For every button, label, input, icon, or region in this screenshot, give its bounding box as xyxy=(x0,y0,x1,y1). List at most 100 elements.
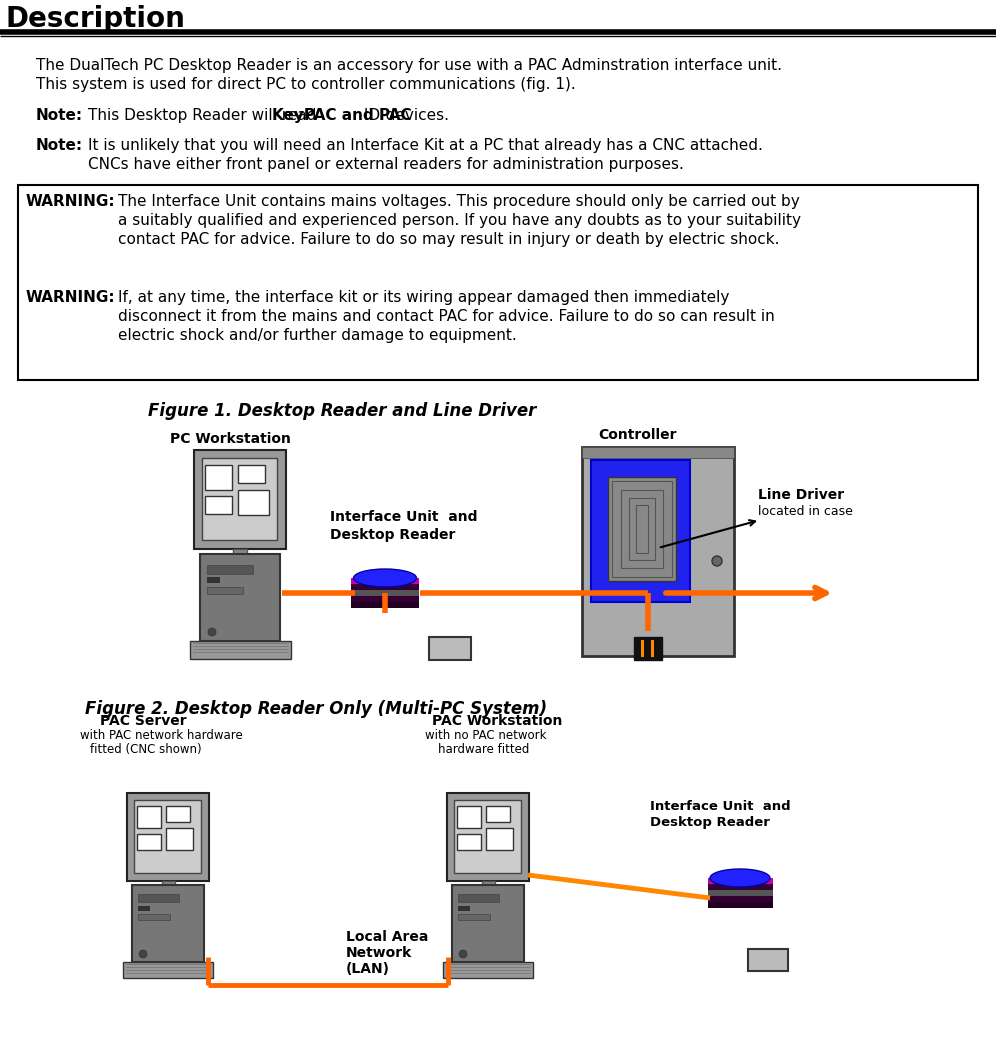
Circle shape xyxy=(208,628,216,636)
Bar xyxy=(708,890,773,896)
Bar xyxy=(138,906,149,910)
Bar xyxy=(132,885,204,962)
Bar xyxy=(205,465,232,490)
Text: fitted (CNC shown): fitted (CNC shown) xyxy=(90,743,201,756)
Bar xyxy=(238,490,269,515)
Text: Local Area: Local Area xyxy=(346,930,428,944)
Bar xyxy=(608,477,676,581)
Bar xyxy=(207,587,243,594)
Text: Description: Description xyxy=(5,5,185,34)
Bar xyxy=(200,554,280,641)
Text: Note:: Note: xyxy=(36,108,83,122)
Text: PC Workstation: PC Workstation xyxy=(170,432,291,446)
Text: PAC Workstation: PAC Workstation xyxy=(432,714,563,728)
Bar xyxy=(447,793,529,881)
Text: KeyPAC and PAC: KeyPAC and PAC xyxy=(273,108,412,122)
Bar xyxy=(708,884,773,890)
Bar xyxy=(166,806,190,822)
Bar xyxy=(138,894,179,903)
Circle shape xyxy=(139,950,147,958)
Bar xyxy=(591,460,690,602)
Bar xyxy=(482,881,495,885)
Bar xyxy=(457,834,481,850)
Bar xyxy=(708,903,773,908)
Bar xyxy=(238,465,265,483)
Ellipse shape xyxy=(710,869,770,887)
Text: WARNING:: WARNING: xyxy=(26,290,116,305)
Bar xyxy=(446,642,454,653)
Text: Controller: Controller xyxy=(598,428,676,442)
Bar xyxy=(764,954,772,965)
Bar xyxy=(748,949,788,971)
Bar xyxy=(207,565,253,574)
Text: disconnect it from the mains and contact PAC for advice. Failure to do so can re: disconnect it from the mains and contact… xyxy=(118,309,775,324)
Bar xyxy=(207,577,219,582)
Text: Figure 2. Desktop Reader Only (Multi-PC System): Figure 2. Desktop Reader Only (Multi-PC … xyxy=(85,700,547,718)
Text: This system is used for direct PC to controller communications (fig. 1).: This system is used for direct PC to con… xyxy=(36,77,576,92)
Bar xyxy=(486,828,513,850)
Bar xyxy=(486,806,510,822)
Bar xyxy=(458,894,499,903)
Bar xyxy=(634,637,662,660)
Bar xyxy=(351,591,419,596)
Text: If, at any time, the interface kit or its wiring appear damaged then immediately: If, at any time, the interface kit or it… xyxy=(118,290,729,305)
Text: This Desktop Reader will read: This Desktop Reader will read xyxy=(88,108,322,122)
Bar xyxy=(443,962,533,978)
Bar xyxy=(166,828,193,850)
Bar xyxy=(651,640,654,658)
Bar xyxy=(629,498,655,560)
Bar xyxy=(636,505,648,553)
Bar xyxy=(458,906,469,910)
Text: with no PAC network: with no PAC network xyxy=(425,729,547,742)
Bar xyxy=(351,578,419,584)
Text: (LAN): (LAN) xyxy=(346,962,390,976)
Bar xyxy=(351,602,419,608)
Bar xyxy=(454,800,521,873)
Bar xyxy=(233,549,247,554)
Bar xyxy=(708,878,773,884)
Bar xyxy=(194,450,286,549)
Bar xyxy=(582,447,734,656)
Bar xyxy=(582,447,734,458)
Text: The Interface Unit contains mains voltages. This procedure should only be carrie: The Interface Unit contains mains voltag… xyxy=(118,194,800,209)
Bar xyxy=(351,584,419,591)
Bar xyxy=(708,896,773,903)
Bar xyxy=(452,885,524,962)
Bar xyxy=(162,881,175,885)
Text: PAC Server: PAC Server xyxy=(100,714,186,728)
Text: located in case: located in case xyxy=(758,505,853,518)
Text: Interface Unit  and: Interface Unit and xyxy=(330,510,477,524)
Bar xyxy=(137,806,161,828)
Bar xyxy=(138,914,170,920)
Bar xyxy=(18,185,978,380)
Ellipse shape xyxy=(354,569,416,587)
Text: Desktop Reader: Desktop Reader xyxy=(650,816,770,829)
Text: with PAC network hardware: with PAC network hardware xyxy=(80,729,243,742)
Bar xyxy=(127,793,209,881)
Text: a suitably qualified and experienced person. If you have any doubts as to your s: a suitably qualified and experienced per… xyxy=(118,213,801,228)
Bar xyxy=(123,962,213,978)
Text: Line Driver: Line Driver xyxy=(758,488,845,502)
Text: contact PAC for advice. Failure to do so may result in injury or death by electr: contact PAC for advice. Failure to do so… xyxy=(118,232,780,247)
Text: Interface Unit  and: Interface Unit and xyxy=(650,800,791,814)
Bar xyxy=(137,834,161,850)
Bar xyxy=(205,496,232,514)
Text: The DualTech PC Desktop Reader is an accessory for use with a PAC Adminstration : The DualTech PC Desktop Reader is an acc… xyxy=(36,58,782,73)
Bar xyxy=(457,806,481,828)
Bar xyxy=(134,800,201,873)
Text: ID-devices.: ID-devices. xyxy=(359,108,448,122)
Text: Note:: Note: xyxy=(36,138,83,153)
Text: hardware fitted: hardware fitted xyxy=(438,743,530,756)
Circle shape xyxy=(459,950,467,958)
Bar xyxy=(190,641,291,659)
Text: CNCs have either front panel or external readers for administration purposes.: CNCs have either front panel or external… xyxy=(88,157,684,172)
Text: electric shock and/or further damage to equipment.: electric shock and/or further damage to … xyxy=(118,328,517,343)
Bar xyxy=(641,640,644,658)
Text: Figure 1. Desktop Reader and Line Driver: Figure 1. Desktop Reader and Line Driver xyxy=(148,402,537,420)
Text: WARNING:: WARNING: xyxy=(26,194,116,209)
Bar xyxy=(351,596,419,602)
Bar xyxy=(612,481,672,577)
Text: Network: Network xyxy=(346,946,412,960)
Bar xyxy=(458,914,490,920)
Circle shape xyxy=(712,556,722,566)
